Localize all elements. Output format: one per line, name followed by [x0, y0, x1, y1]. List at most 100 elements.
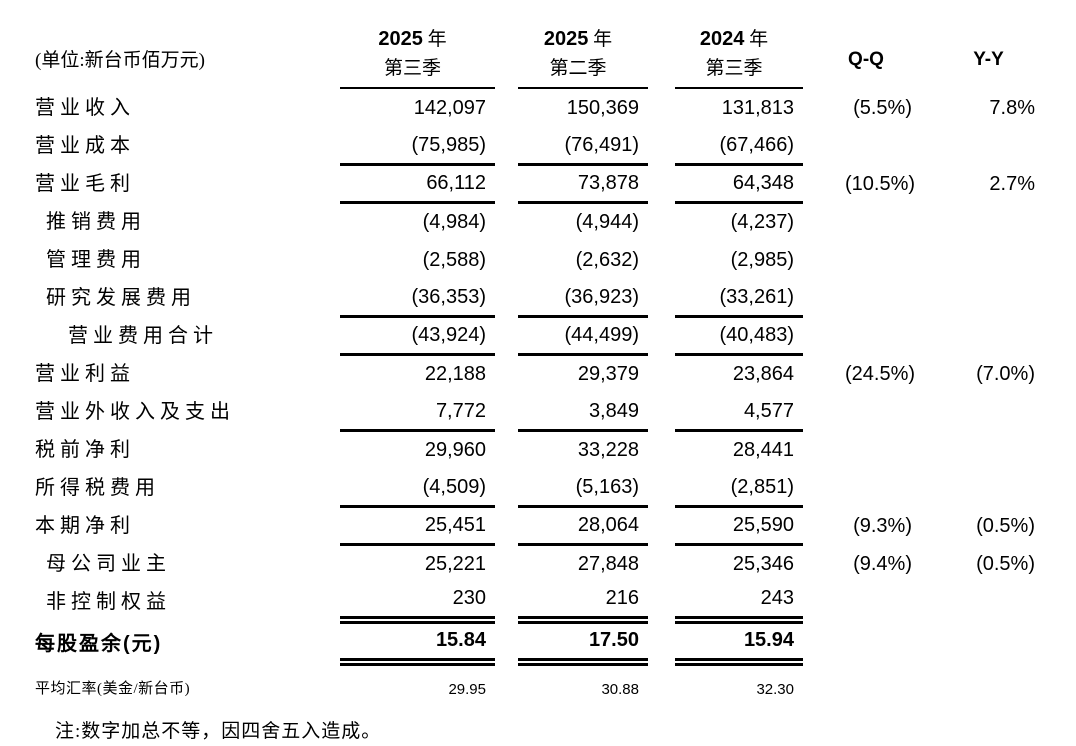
column-gap	[803, 240, 845, 278]
column-gap	[495, 430, 518, 468]
column-gap	[648, 202, 675, 240]
table-row: 母公司业主 25,221 27,848 25,346 (9.4%) (0.5%)	[0, 544, 1076, 582]
column-gap	[1035, 582, 1076, 620]
value-qq	[845, 278, 912, 316]
row-label: 每股盈余(元)	[35, 633, 163, 655]
value-yy: 7.8%	[989, 97, 1035, 119]
value-2025-q2: 150,369	[566, 97, 639, 119]
column-gap	[648, 662, 675, 704]
column-gap	[803, 430, 845, 468]
value-2024-q3: 25,346	[732, 553, 794, 575]
value-2025-q2: 3,849	[518, 392, 648, 432]
value-2025-q3: 29,960	[424, 439, 486, 461]
unit-label: (单位:新台币佰万元)	[35, 50, 205, 71]
value-qq	[845, 316, 912, 354]
column-gap	[495, 316, 518, 354]
column-gap	[912, 582, 967, 620]
value-2025-q3: 25,221	[424, 553, 486, 575]
column-gap	[803, 88, 845, 126]
value-qq	[845, 126, 912, 164]
value-2025-q3: 230	[340, 582, 495, 624]
table-row: 营业成本 (75,985) (76,491) (67,466)	[0, 126, 1076, 166]
column-gap	[912, 662, 967, 704]
value-qq	[845, 430, 912, 468]
table-row: 营业收入 142,097 150,369 131,813 (5.5%) 7.8%	[0, 88, 1076, 126]
value-2024-q3: 32.30	[756, 681, 794, 698]
value-yy: (0.5%)	[976, 515, 1035, 537]
value-qq	[845, 240, 912, 278]
column-header-2024-q3: 2024 年 第三季	[675, 0, 803, 89]
column-gap	[1035, 354, 1076, 392]
column-gap	[495, 164, 518, 202]
value-2025-q2: 28,064	[518, 506, 648, 546]
row-label: 营业毛利	[35, 173, 135, 195]
column-gap	[648, 354, 675, 392]
value-2024-q3: 28,441	[732, 439, 794, 461]
value-yy	[967, 202, 1035, 240]
row-label: 平均汇率(美金/新台币)	[35, 681, 191, 697]
column-gap	[912, 240, 967, 278]
column-gap	[648, 278, 675, 316]
column-gap	[803, 506, 845, 544]
value-2025-q3: 15.84	[340, 620, 495, 666]
value-yy	[967, 582, 1035, 620]
value-qq	[845, 468, 912, 506]
row-label: 母公司业主	[46, 553, 171, 575]
table-row: 所得税费用 (4,509) (5,163) (2,851)	[0, 468, 1076, 508]
value-2024-q3: 243	[675, 582, 803, 624]
column-year: 2025 年	[543, 28, 613, 50]
value-qq	[845, 392, 912, 430]
column-header-2025-q3: 2025 年 第三季	[340, 0, 495, 89]
column-gap	[912, 620, 967, 662]
column-quarter: 第三季	[705, 58, 763, 79]
value-yy	[967, 430, 1035, 468]
column-gap	[495, 392, 518, 430]
value-yy	[967, 316, 1035, 354]
value-2025-q3: (36,353)	[340, 278, 495, 318]
value-yy	[967, 620, 1035, 662]
value-yy	[967, 278, 1035, 316]
value-2025-q2: (4,944)	[575, 211, 639, 233]
value-yy	[967, 240, 1035, 278]
column-gap	[1035, 662, 1076, 704]
value-2025-q3: 25,451	[340, 506, 495, 546]
value-yy	[967, 126, 1035, 164]
value-qq: (24.5%)	[845, 363, 916, 385]
column-quarter: 第三季	[383, 58, 441, 79]
table-row: 非控制权益 230 216 243	[0, 582, 1076, 624]
column-gap	[803, 316, 845, 354]
row-label: 本期净利	[35, 515, 135, 537]
table-header-row: (单位:新台币佰万元) 2025 年 第三季 2025 年 第二季	[0, 0, 1076, 89]
column-gap	[912, 88, 967, 126]
column-gap	[912, 316, 967, 354]
value-2025-q2: 29,379	[577, 363, 639, 385]
value-2025-q2: (36,923)	[518, 278, 648, 318]
table-row: 每股盈余(元) 15.84 17.50 15.94	[0, 620, 1076, 666]
value-qq	[845, 582, 912, 620]
table-row: 税前净利 29,960 33,228 28,441	[0, 430, 1076, 468]
table-row: 营业毛利 66,112 73,878 64,348 (10.5%) 2.7%	[0, 164, 1076, 204]
value-2024-q3: (67,466)	[675, 126, 803, 166]
column-gap	[803, 662, 845, 704]
column-gap	[495, 354, 518, 392]
row-label: 税前净利	[35, 439, 135, 461]
value-2024-q3: (4,237)	[730, 211, 794, 233]
value-qq	[845, 662, 912, 704]
column-gap	[495, 202, 518, 240]
row-label: 营业收入	[35, 97, 135, 119]
value-2025-q3: 142,097	[413, 97, 486, 119]
table-row: 营业利益 22,188 29,379 23,864 (24.5%) (7.0%)	[0, 354, 1076, 392]
column-gap	[648, 430, 675, 468]
column-year: 2025 年	[378, 28, 447, 50]
table-row: 营业费用合计 (43,924) (44,499) (40,483)	[0, 316, 1076, 356]
column-gap	[803, 126, 845, 164]
footnote: 注:数字加总不等，因四舍五入造成。	[55, 721, 382, 742]
value-2025-q3: 66,112	[340, 164, 495, 204]
column-gap	[648, 88, 675, 126]
row-label: 研究发展费用	[46, 287, 196, 309]
column-gap	[1035, 468, 1076, 506]
column-gap	[912, 278, 967, 316]
column-gap	[648, 468, 675, 506]
column-gap	[912, 354, 967, 392]
